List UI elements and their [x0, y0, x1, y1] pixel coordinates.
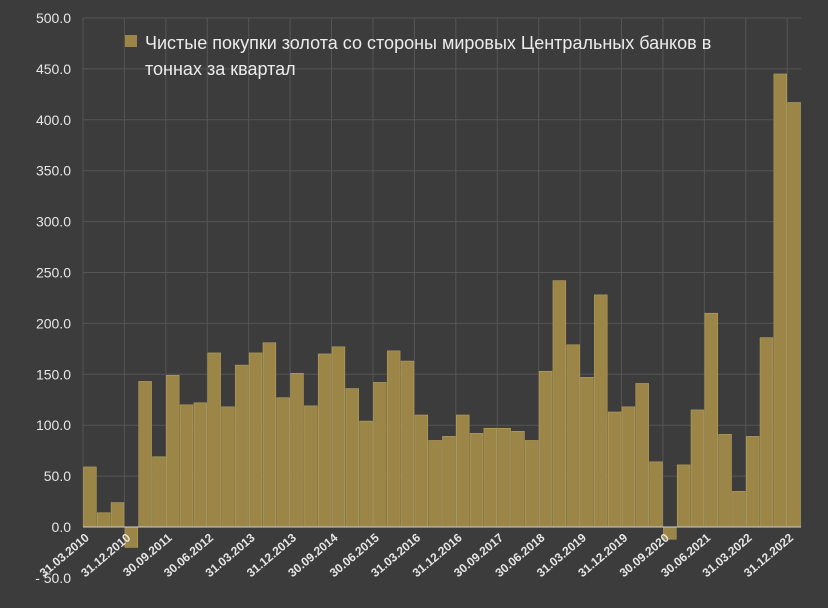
- bar: [359, 420, 373, 528]
- bar: [207, 352, 221, 528]
- bar: [607, 411, 622, 528]
- bar: [456, 414, 470, 528]
- bar: [773, 73, 787, 528]
- bar: [345, 388, 359, 528]
- bar: [511, 431, 525, 528]
- y-tick-label: 0.0: [52, 519, 72, 535]
- bar: [166, 375, 180, 528]
- bar: [304, 405, 318, 528]
- bar: [414, 414, 428, 528]
- y-tick-label: 400.0: [36, 112, 71, 128]
- bar: [152, 456, 166, 528]
- bar: [179, 404, 194, 528]
- bar: [745, 436, 760, 528]
- bar: [566, 344, 580, 528]
- bar: [538, 370, 553, 528]
- bar: [718, 434, 732, 528]
- y-axis-ticks: - 50.0 0.0 50.0 100.0 150.0 200.0 250.0 300.0 35…: [35, 10, 71, 586]
- bar: [594, 294, 608, 528]
- y-tick-label: 350.0: [36, 163, 71, 179]
- bar: [649, 461, 663, 528]
- bar: [262, 342, 277, 528]
- bar: [732, 491, 746, 528]
- bar: [317, 353, 332, 528]
- y-tick-label: 200.0: [36, 315, 71, 331]
- y-tick-label: 450.0: [36, 61, 71, 77]
- bar: [290, 372, 304, 528]
- x-axis-ticks: 31.03.201031.12.201030.09.201130.06.2012…: [37, 530, 796, 580]
- bar: [400, 360, 415, 528]
- bar: [635, 383, 649, 528]
- bar: [386, 350, 401, 528]
- legend-swatch: [125, 35, 137, 47]
- bar: [759, 337, 774, 528]
- bar: [621, 406, 636, 528]
- legend-label: Чистые покупки золота со стороны мировых…: [145, 33, 716, 79]
- bar: [276, 397, 290, 528]
- y-tick-label: 150.0: [36, 366, 71, 382]
- bar: [428, 440, 442, 528]
- bar: [787, 102, 801, 528]
- bar: [580, 377, 594, 528]
- bar: [138, 381, 152, 528]
- bar: [552, 280, 567, 528]
- bar: [483, 427, 498, 528]
- bar: [690, 409, 705, 528]
- bar: [83, 466, 97, 528]
- grid: [82, 17, 801, 527]
- bar: [469, 433, 484, 528]
- bar: [704, 312, 718, 528]
- legend: Чистые покупки золота со стороны мировых…: [125, 33, 716, 79]
- bar: [221, 406, 235, 528]
- bar: [676, 464, 691, 528]
- bar: [193, 402, 208, 528]
- y-tick-label: 500.0: [36, 10, 71, 26]
- bar: [97, 512, 111, 528]
- bar: [525, 440, 539, 528]
- y-tick-label: - 50.0: [35, 570, 71, 586]
- bar: [235, 364, 249, 528]
- bar: [497, 427, 511, 528]
- bar: [373, 382, 387, 528]
- bar: [248, 352, 263, 528]
- bar: [331, 346, 346, 528]
- bar: [442, 436, 456, 528]
- y-tick-label: 100.0: [36, 417, 71, 433]
- y-tick-label: 300.0: [36, 214, 71, 230]
- bar: [110, 502, 125, 528]
- y-tick-label: 250.0: [36, 265, 71, 281]
- y-tick-label: 50.0: [44, 468, 71, 484]
